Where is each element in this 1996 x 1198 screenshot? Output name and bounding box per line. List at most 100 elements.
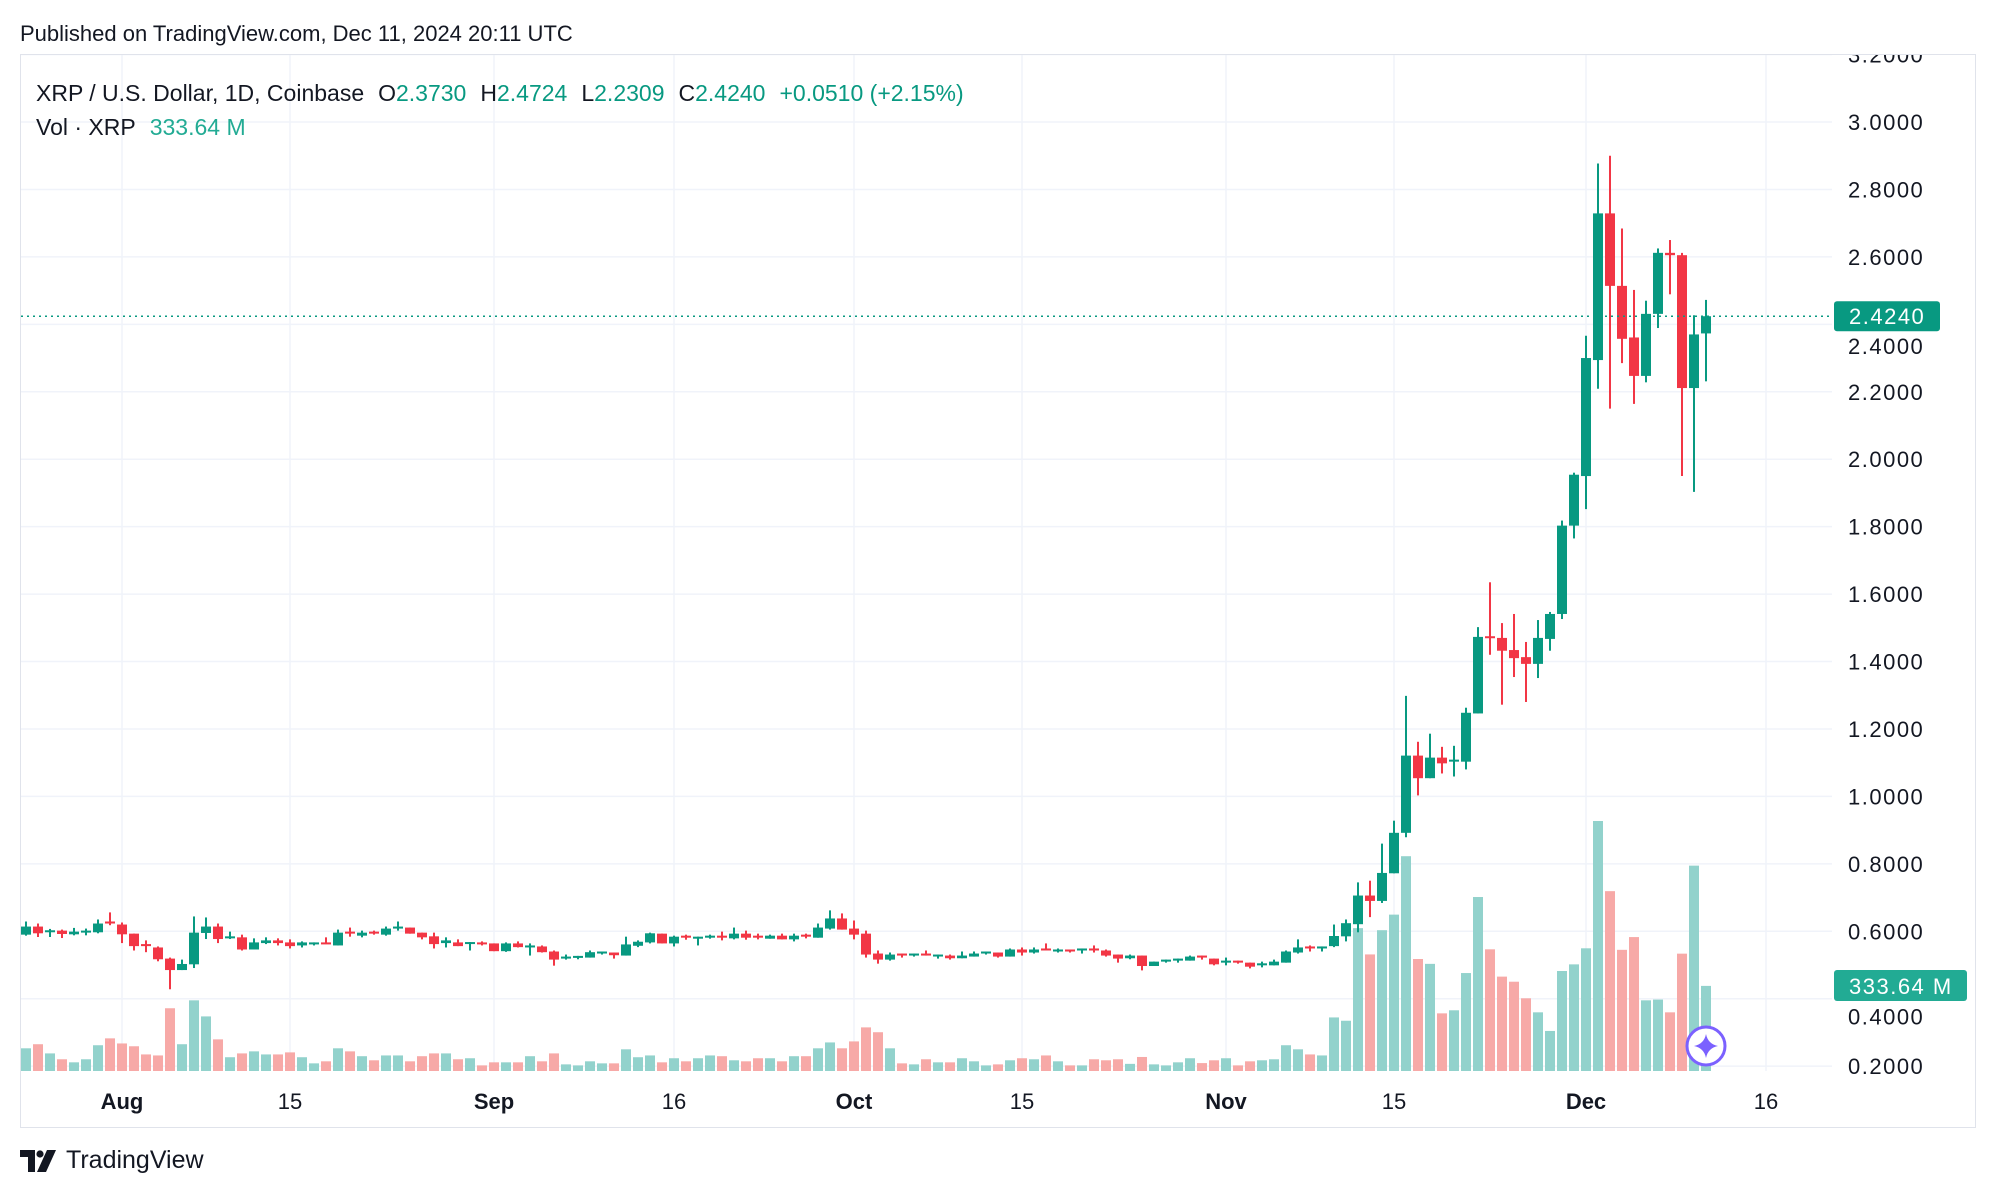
candle-body: [921, 953, 931, 956]
candle-body: [1113, 954, 1123, 959]
volume-bar: [177, 1044, 187, 1071]
candle-body: [753, 935, 763, 938]
candles: [21, 155, 1711, 990]
candle-body: [1461, 712, 1471, 762]
change-value: +0.0510 (+2.15%): [779, 80, 964, 106]
candle-body: [1413, 755, 1423, 779]
volume-bar: [1509, 981, 1519, 1071]
candle-body: [933, 954, 943, 957]
volume-bar: [609, 1063, 619, 1071]
sparkle-marker-icon[interactable]: [1685, 1025, 1727, 1067]
volume-bar: [1041, 1055, 1051, 1071]
volume-bar: [105, 1038, 115, 1071]
volume-bar: [1533, 1012, 1543, 1071]
y-tick-label: 1.6000: [1848, 582, 1924, 607]
volume-bar: [1389, 914, 1399, 1071]
volume-bar: [1665, 1012, 1675, 1071]
volume-bar: [1149, 1064, 1159, 1071]
candle-body: [1233, 960, 1243, 963]
volume-bar: [537, 1061, 547, 1071]
volume-bar: [633, 1057, 643, 1071]
volume-bar: [1497, 976, 1507, 1071]
candle-body: [525, 945, 535, 948]
candle-body: [1449, 759, 1459, 762]
candle-body: [1677, 255, 1687, 389]
volume-bar: [405, 1061, 415, 1071]
volume-title[interactable]: Vol · XRP: [36, 114, 136, 140]
volume-bar: [729, 1060, 739, 1071]
volume-bar: [1353, 928, 1363, 1071]
symbol-title[interactable]: XRP / U.S. Dollar, 1D, Coinbase: [36, 80, 365, 106]
x-tick-label: Nov: [1205, 1089, 1247, 1114]
volume-bar: [681, 1061, 691, 1071]
candle-body: [33, 926, 43, 934]
volume-bar: [789, 1056, 799, 1071]
candle-body: [429, 936, 439, 945]
volume-bar: [645, 1055, 655, 1071]
candle-body: [573, 955, 583, 958]
candle-body: [1293, 947, 1303, 953]
volume-bar: [717, 1056, 727, 1071]
footer-brand[interactable]: TradingView: [20, 1146, 204, 1175]
candle-body: [501, 943, 511, 952]
volume-bar: [921, 1059, 931, 1071]
volume-bar: [1125, 1063, 1135, 1071]
volume-bar: [1185, 1058, 1195, 1071]
candle-body: [273, 940, 283, 944]
candle-body: [609, 952, 619, 956]
candle-body: [1437, 757, 1447, 764]
candle-body: [657, 933, 667, 944]
volume-bar: [417, 1056, 427, 1071]
candle-body: [669, 936, 679, 944]
volume-bar: [1449, 1010, 1459, 1071]
candle-body: [585, 952, 595, 958]
x-tick-label: Oct: [836, 1089, 873, 1114]
y-tick-label: 1.8000: [1848, 515, 1924, 540]
volume-bar: [261, 1054, 271, 1071]
open-value: 2.3730: [396, 80, 467, 106]
candle-body: [69, 931, 79, 935]
candle-body: [453, 942, 463, 947]
y-tick-label: 0.8000: [1848, 852, 1924, 877]
x-tick-label: 15: [1382, 1089, 1406, 1114]
candle-body: [1137, 955, 1147, 967]
volume-bar: [1557, 971, 1567, 1071]
volume-bar: [441, 1053, 451, 1071]
close-value: 2.4240: [695, 80, 766, 106]
candle-body: [489, 943, 499, 952]
volume-bar: [585, 1061, 595, 1071]
price-axis[interactable]: 3.2000 3.0000 2.8000 2.6000 2.4000 2.2000 2.00…: [1848, 43, 1924, 1080]
volume-bar: [801, 1056, 811, 1071]
volume-bar: [1425, 963, 1435, 1071]
volume-bar: [1017, 1058, 1027, 1071]
x-tick-label: 15: [278, 1089, 302, 1114]
candle-body: [801, 934, 811, 937]
candle-body: [1545, 613, 1555, 639]
volume-bar: [1401, 856, 1411, 1071]
y-tick-label: 2.6000: [1848, 245, 1924, 270]
volume-bar: [741, 1061, 751, 1071]
volume-bar: [1077, 1065, 1087, 1071]
candle-body: [1581, 358, 1591, 477]
candle-body: [1197, 955, 1207, 958]
volume-bar: [1317, 1055, 1327, 1071]
volume-bar: [1545, 1030, 1555, 1071]
volume-bar: [273, 1054, 283, 1071]
candle-body: [465, 942, 475, 945]
candle-body: [201, 926, 211, 933]
volume-bar: [837, 1048, 847, 1071]
candle-body: [1425, 757, 1435, 779]
time-axis[interactable]: Aug 15 Sep 16 Oct 15 Nov 15 Dec 16: [101, 1089, 1779, 1114]
candle-body: [777, 935, 787, 940]
volume-bar: [549, 1053, 559, 1071]
volume-bar: [117, 1043, 127, 1071]
brand-name: TradingView: [66, 1146, 204, 1174]
candle-body: [1029, 949, 1039, 953]
y-tick-label: 0.2000: [1848, 1054, 1924, 1079]
volume-bar: [1341, 1020, 1351, 1071]
y-tick-label: 1.2000: [1848, 717, 1924, 742]
candle-body: [381, 928, 391, 935]
volume-bar: [753, 1058, 763, 1071]
volume-bar: [501, 1062, 511, 1071]
